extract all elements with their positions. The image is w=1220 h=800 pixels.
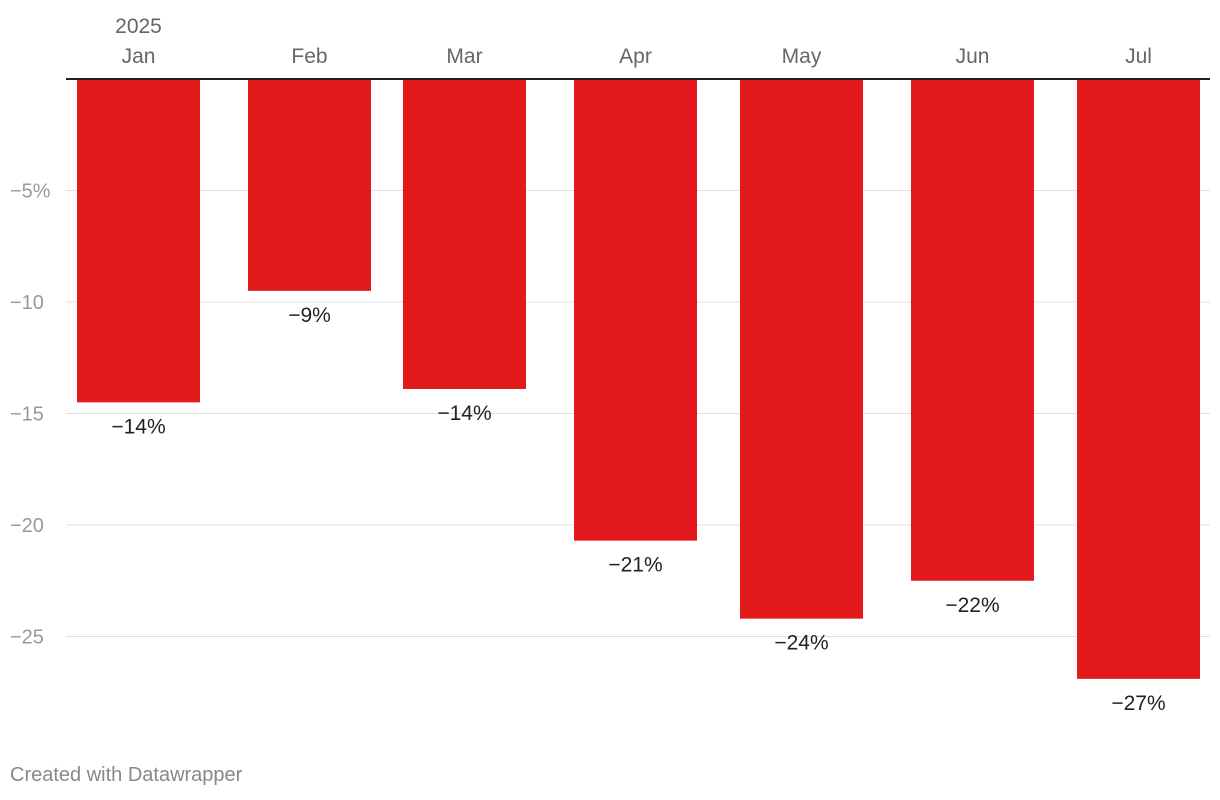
year-label: 2025 <box>115 15 162 38</box>
bar-feb <box>248 79 371 291</box>
bar-jul <box>1077 79 1200 679</box>
bar-mar <box>403 79 526 389</box>
data-label: −9% <box>288 304 331 327</box>
data-label: −22% <box>945 594 999 617</box>
bar-may <box>740 79 863 619</box>
bar-jun <box>911 79 1034 581</box>
y-tick-label: −5% <box>10 181 51 203</box>
bar-jan <box>77 79 200 403</box>
data-label: −24% <box>774 632 828 655</box>
data-label: −27% <box>1111 692 1165 715</box>
y-tick-label: −25 <box>10 627 44 649</box>
bar-apr <box>574 79 697 541</box>
x-tick-label: Jan <box>122 45 156 68</box>
data-label: −14% <box>111 415 165 438</box>
x-tick-label: May <box>782 45 822 68</box>
x-tick-label: Mar <box>446 45 482 68</box>
x-tick-label: Feb <box>291 45 327 68</box>
data-label: −21% <box>608 554 662 577</box>
y-tick-label: −15 <box>10 404 44 426</box>
x-tick-label: Apr <box>619 45 652 68</box>
x-tick-label: Jul <box>1125 45 1152 68</box>
data-label: −14% <box>437 402 491 425</box>
y-tick-label: −20 <box>10 515 44 537</box>
credit-text: Created with Datawrapper <box>10 764 243 786</box>
x-tick-label: Jun <box>956 45 990 68</box>
y-tick-label: −10 <box>10 292 44 314</box>
